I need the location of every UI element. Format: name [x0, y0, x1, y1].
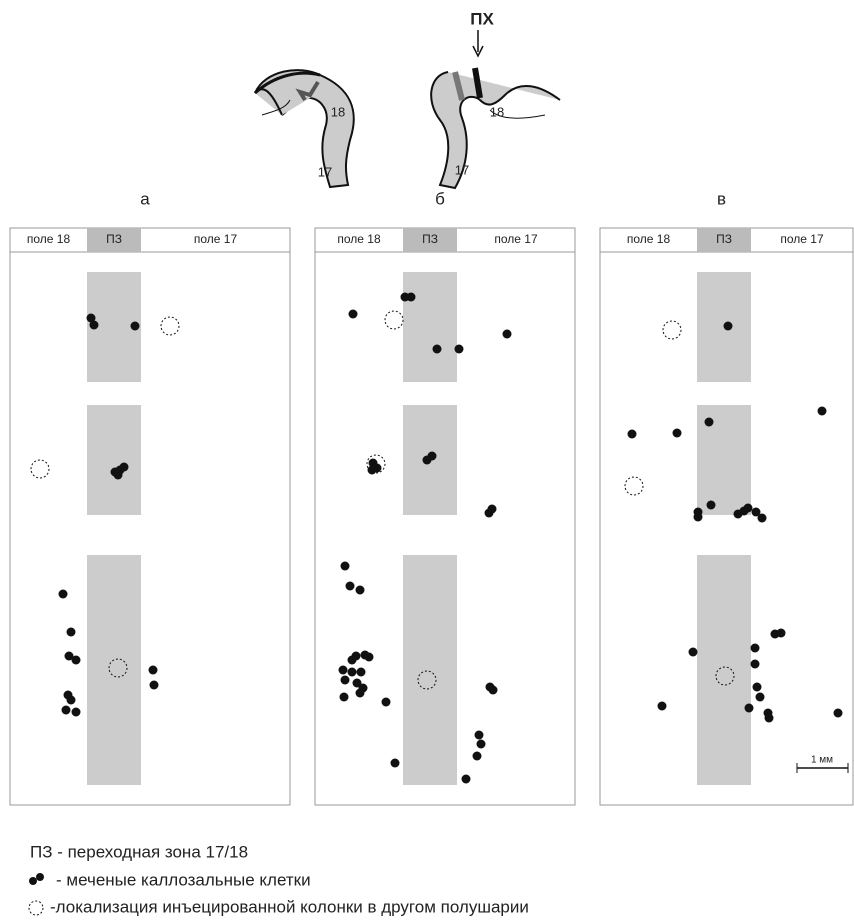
- labeled-cell: [90, 321, 99, 330]
- labeled-cell: [72, 656, 81, 665]
- labeled-cell: [818, 407, 827, 416]
- field-label: 18: [331, 104, 345, 119]
- labeled-cell: [751, 660, 760, 669]
- labeled-cell: [67, 628, 76, 637]
- panel-letter: в: [717, 189, 726, 208]
- labeled-cell: [756, 693, 765, 702]
- legend-dot: [29, 877, 37, 885]
- labeled-cell: [114, 471, 123, 480]
- labeled-cell: [357, 668, 366, 677]
- zone-column: [697, 555, 751, 785]
- labeled-cell: [455, 345, 464, 354]
- labeled-cell: [694, 513, 703, 522]
- legend-text: -локализация инъецированной колонки в др…: [50, 897, 529, 916]
- labeled-cell: [62, 706, 71, 715]
- injection-site: [385, 311, 403, 329]
- labeled-cell: [658, 702, 667, 711]
- labeled-cell: [72, 708, 81, 717]
- field-header: поле 18: [27, 232, 71, 246]
- figure: ПХ 18 17 18 17 а поле 18 ПЗ поле 17 б поле 18…: [0, 0, 854, 924]
- injection-site: [625, 477, 643, 495]
- zone-column: [403, 555, 457, 785]
- zone-label: ПЗ: [422, 232, 438, 246]
- panels: а поле 18 ПЗ поле 17 б поле 18 ПЗ поле 17 в поле …: [10, 189, 853, 805]
- labeled-cell: [707, 501, 716, 510]
- labeled-cell: [149, 666, 158, 675]
- labeled-cell: [407, 293, 416, 302]
- field-header: поле 18: [627, 232, 671, 246]
- labeled-cell: [724, 322, 733, 331]
- labeled-cell: [689, 648, 698, 657]
- labeled-cell: [382, 698, 391, 707]
- panel-letter: б: [435, 189, 445, 208]
- zone-column: [87, 405, 141, 515]
- legend-text: - меченые каллозальные клетки: [56, 870, 311, 889]
- labeled-cell: [341, 676, 350, 685]
- field-header: поле 18: [337, 232, 381, 246]
- labeled-cell: [349, 310, 358, 319]
- labeled-cell: [488, 505, 497, 514]
- injection-site: [663, 321, 681, 339]
- brain-sketch: [255, 68, 560, 188]
- labeled-cell: [433, 345, 442, 354]
- field-label: 17: [455, 162, 469, 177]
- injection-site: [31, 460, 49, 478]
- labeled-cell: [673, 429, 682, 438]
- scale-label: 1 мм: [811, 755, 833, 766]
- labeled-cell: [744, 504, 753, 513]
- labeled-cell: [365, 653, 374, 662]
- labeled-cell: [628, 430, 637, 439]
- field-label: 18: [490, 104, 504, 119]
- labeled-cell: [131, 322, 140, 331]
- labeled-cell: [150, 681, 159, 690]
- labeled-cell: [67, 696, 76, 705]
- labeled-cell: [356, 586, 365, 595]
- labeled-cell: [834, 709, 843, 718]
- legend-circle: [29, 901, 43, 915]
- labeled-cell: [391, 759, 400, 768]
- injection-site: [161, 317, 179, 335]
- labeled-cell: [346, 582, 355, 591]
- zone-label: ПЗ: [106, 232, 122, 246]
- panel-letter: а: [140, 189, 150, 208]
- field-header: поле 17: [780, 232, 824, 246]
- labeled-cell: [753, 683, 762, 692]
- zone-column: [87, 555, 141, 785]
- labeled-cell: [59, 590, 68, 599]
- zone-column: [403, 272, 457, 382]
- legend-text: ПЗ - переходная зона 17/18: [30, 842, 248, 861]
- labeled-cell: [348, 668, 357, 677]
- zone-label: ПЗ: [716, 232, 732, 246]
- labeled-cell: [473, 752, 482, 761]
- field-header: поле 17: [494, 232, 538, 246]
- labeled-cell: [758, 514, 767, 523]
- labeled-cell: [705, 418, 714, 427]
- arrow-label: ПХ: [470, 9, 494, 28]
- labeled-cell: [120, 463, 129, 472]
- labeled-cell: [475, 731, 484, 740]
- labeled-cell: [751, 644, 760, 653]
- labeled-cell: [503, 330, 512, 339]
- labeled-cell: [341, 562, 350, 571]
- labeled-cell: [339, 666, 348, 675]
- labeled-cell: [745, 704, 754, 713]
- labeled-cell: [428, 452, 437, 461]
- labeled-cell: [462, 775, 471, 784]
- labeled-cell: [340, 693, 349, 702]
- field-header: поле 17: [194, 232, 238, 246]
- field-label: 17: [318, 164, 332, 179]
- labeled-cell: [489, 686, 498, 695]
- labeled-cell: [777, 629, 786, 638]
- labeled-cell: [356, 689, 365, 698]
- labeled-cell: [765, 714, 774, 723]
- panel-box: [10, 228, 290, 805]
- labeled-cell: [352, 652, 361, 661]
- labeled-cell: [477, 740, 486, 749]
- legend-dot: [36, 873, 44, 881]
